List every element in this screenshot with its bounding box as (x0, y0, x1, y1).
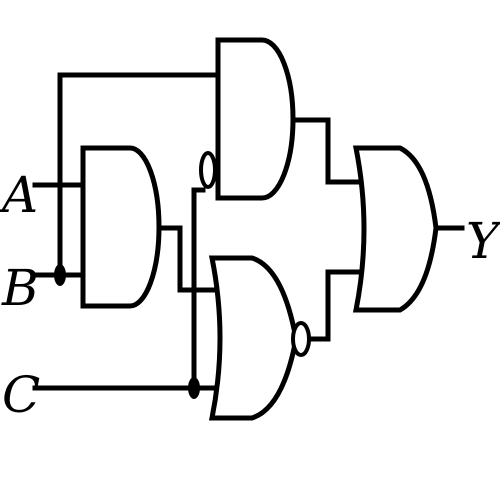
wire-c-branch (191, 187, 206, 391)
nor-gate-bottom (208, 255, 299, 421)
wire-nor-to-or (306, 269, 363, 342)
wires (32, 72, 465, 391)
output-label-y: Y (466, 212, 500, 270)
input-label-c: C (2, 366, 40, 424)
junction-dot-b (54, 264, 66, 286)
junction-dot-c (188, 377, 200, 399)
wire-and-to-nor (155, 225, 221, 293)
and-gate-middle (80, 145, 162, 309)
input-label-a: A (0, 166, 38, 224)
and-gate-top (215, 37, 296, 201)
input-label-b: B (1, 259, 39, 317)
inverter-bubble-nor-output (291, 321, 311, 357)
wire-b-branch (57, 72, 221, 278)
wire-and-top-to-or (290, 117, 363, 185)
inverter-bubble-and-top-input (199, 151, 217, 189)
or-gate-output (352, 145, 439, 313)
